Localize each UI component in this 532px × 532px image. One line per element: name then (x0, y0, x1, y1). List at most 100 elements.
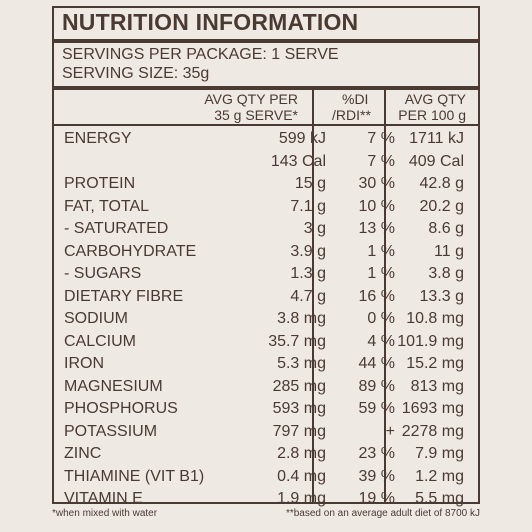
nutrient-qty-per-serve: 3.9 g (290, 242, 326, 260)
nutrient-qty-per-serve: 143 Cal (270, 152, 326, 170)
nutrient-row: FAT, TOTAL 7.1 g 10 % 20.2 g (54, 196, 478, 218)
nutrient-qty-per-100g: 409 Cal (408, 152, 464, 170)
nutrient-qty-per-serve: 4.7 g (290, 287, 326, 305)
nutrient-row: PROTEIN 15 g 30 % 42.8 g (54, 173, 478, 195)
nutrient-di: 89 % (358, 377, 395, 395)
nutrient-qty-per-serve: 5.3 mg (277, 355, 326, 372)
nutrient-name: PHOSPHORUS (64, 400, 178, 417)
nutrient-di: + (385, 422, 395, 440)
nutrition-panel: NUTRITION INFORMATION SERVINGS PER PACKA… (52, 6, 480, 507)
nutrient-row: - SATURATED 3 g 13 % 8.6 g (54, 218, 478, 240)
nutrient-qty-per-100g: 2278 mg (401, 422, 464, 440)
nutrient-name: - SATURATED (64, 220, 169, 237)
nutrient-di: 4 % (367, 332, 395, 350)
header-per100-line1: AVG QTY (404, 91, 466, 107)
nutrient-row: SODIUM 3.8 mg 0 % 10.8 mg (54, 308, 478, 330)
nutrient-di: 39 % (358, 467, 395, 485)
header-avg-qty-line1: AVG QTY PER (204, 91, 298, 107)
header-di-line2: /RDI** (332, 107, 371, 123)
header-di: %DI /RDI** (332, 91, 371, 123)
header-avg-qty-line2: 35 g SERVE* (214, 107, 298, 123)
nutrient-row: DIETARY FIBRE 4.7 g 16 % 13.3 g (54, 286, 478, 308)
header-di-line1: %DI (342, 91, 369, 107)
nutrient-qty-per-100g: 1711 kJ (409, 130, 464, 147)
nutrient-name: - SUGARS (64, 265, 142, 282)
serving-size: SERVING SIZE: 35g (62, 65, 210, 82)
nutrient-name: PROTEIN (64, 175, 136, 192)
footnote-rdi: **based on an average adult diet of 8700… (285, 508, 480, 519)
nutrient-di: 7 % (367, 152, 395, 170)
nutrient-name: POTASSIUM (64, 422, 158, 440)
nutrient-row: 143 Cal 7 % 409 Cal (54, 151, 478, 173)
nutrient-qty-per-100g: 20.2 g (419, 197, 464, 215)
nutrient-name: FAT, TOTAL (64, 197, 150, 215)
nutrient-row: CALCIUM 35.7 mg 4 % 101.9 mg (54, 331, 478, 353)
nutrient-row: ENERGY 599 kJ 7 % 1711 kJ (54, 128, 478, 150)
nutrient-qty-per-100g: 8.6 g (428, 220, 464, 237)
nutrient-qty-per-serve: 15 g (294, 175, 326, 192)
nutrient-row: - SUGARS 1.3 g 1 % 3.8 g (54, 263, 478, 285)
nutrient-qty-per-serve: 0.4 mg (277, 467, 326, 485)
nutrient-row: VITAMIN E 1.9 mg 19 % 5.5 mg (54, 488, 478, 510)
nutrient-name: VITAMIN E (64, 490, 143, 507)
nutrient-di: 19 % (358, 490, 395, 507)
nutrient-qty-per-100g: 101.9 mg (397, 332, 464, 350)
nutrient-di: 13 % (358, 220, 395, 237)
nutrient-row: THIAMINE (VIT B1) 0.4 mg 39 % 1.2 mg (54, 466, 478, 488)
title-divider (54, 39, 478, 43)
nutrient-qty-per-serve: 35.7 mg (268, 332, 326, 350)
nutrient-di: 23 % (358, 445, 395, 462)
nutrient-qty-per-serve: 593 mg (272, 400, 326, 417)
servings-block: SERVINGS PER PACKAGE: 1 SERVE SERVING SI… (62, 45, 339, 83)
nutrient-di: 0 % (367, 310, 395, 327)
nutrient-row: PHOSPHORUS 593 mg 59 % 1693 mg (54, 398, 478, 420)
nutrient-qty-per-serve: 3.8 mg (277, 310, 326, 327)
nutrient-name: IRON (64, 355, 104, 372)
nutrient-qty-per-100g: 11 g (434, 242, 464, 260)
nutrient-qty-per-100g: 813 mg (410, 377, 464, 395)
column-divider-1 (312, 90, 314, 502)
nutrient-name: MAGNESIUM (64, 377, 163, 395)
nutrient-di: 30 % (358, 175, 395, 192)
nutrient-qty-per-serve: 599 kJ (278, 130, 326, 147)
nutrient-qty-per-serve: 7.1 g (290, 197, 326, 215)
column-divider-2 (384, 90, 386, 502)
nutrient-qty-per-100g: 13.3 g (419, 287, 464, 305)
nutrient-row: IRON 5.3 mg 44 % 15.2 mg (54, 353, 478, 375)
nutrient-row: ZINC 2.8 mg 23 % 7.9 mg (54, 443, 478, 465)
nutrient-qty-per-100g: 7.9 mg (415, 445, 464, 462)
nutrient-di: 1 % (367, 242, 395, 260)
nutrient-di: 59 % (358, 400, 395, 417)
nutrient-qty-per-serve: 2.8 mg (277, 445, 326, 462)
nutrient-name: CALCIUM (64, 332, 137, 350)
servings-per-package: SERVINGS PER PACKAGE: 1 SERVE (62, 46, 339, 63)
header-divider (54, 124, 478, 126)
nutrient-qty-per-100g: 15.2 mg (406, 355, 464, 372)
nutrient-qty-per-100g: 1.2 mg (415, 467, 464, 485)
nutrient-qty-per-100g: 3.8 g (428, 265, 464, 282)
nutrient-di: 10 % (358, 197, 395, 215)
nutrient-qty-per-serve: 3 g (303, 220, 326, 237)
nutrient-row: MAGNESIUM 285 mg 89 % 813 mg (54, 376, 478, 398)
nutrient-name: CARBOHYDRATE (64, 242, 197, 260)
panel-title: NUTRITION INFORMATION (62, 9, 359, 35)
header-per-100g: AVG QTY PER 100 g (396, 91, 466, 123)
nutrient-qty-per-serve: 285 mg (272, 377, 326, 395)
nutrient-name: THIAMINE (VIT B1) (64, 467, 205, 485)
nutrient-qty-per-100g: 1693 mg (401, 400, 464, 417)
nutrient-row: POTASSIUM 797 mg +2278 mg (54, 421, 478, 443)
nutrient-di: 1 % (367, 265, 395, 282)
nutrient-qty-per-100g: 5.5 mg (415, 490, 464, 507)
header-avg-qty-serve: AVG QTY PER 35 g SERVE* (182, 91, 298, 123)
nutrient-qty-per-serve: 1.3 g (290, 265, 326, 282)
nutrient-name: SODIUM (64, 310, 128, 327)
nutrient-di: 7 % (367, 130, 395, 147)
nutrient-di: 44 % (358, 355, 395, 372)
nutrient-name: ZINC (64, 445, 102, 462)
nutrient-qty-per-100g: 10.8 mg (406, 310, 464, 327)
nutrient-qty-per-serve: 1.9 mg (277, 490, 326, 507)
nutrient-row: CARBOHYDRATE 3.9 g 1 % 11 g (54, 241, 478, 263)
nutrient-qty-per-100g: 42.8 g (419, 175, 464, 192)
nutrient-name: DIETARY FIBRE (64, 287, 184, 305)
nutrient-name: ENERGY (64, 130, 132, 147)
